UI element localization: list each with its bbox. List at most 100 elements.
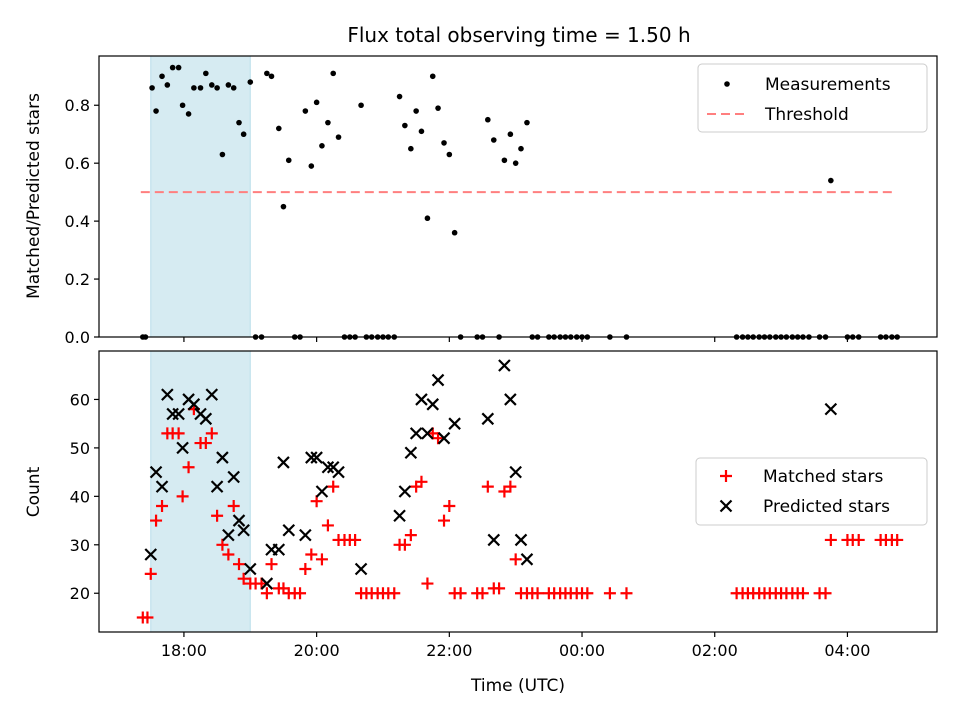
- top-panel: 0.0 0.2 0.4 0.6 0.8 Measurements Threshold: [65, 55, 938, 347]
- data-point: [161, 388, 174, 401]
- data-point: [169, 64, 176, 71]
- data-point: [149, 465, 163, 479]
- data-point: [828, 177, 834, 184]
- data-point: [332, 465, 345, 479]
- data-point: [205, 388, 219, 401]
- data-point: [429, 73, 436, 80]
- x-tick-label: 20:00: [294, 641, 340, 660]
- data-point: [504, 480, 517, 493]
- data-point: [199, 437, 212, 450]
- data-point: [398, 538, 411, 551]
- data-point: [325, 119, 331, 126]
- data-point: [176, 490, 189, 503]
- y-tick-label: 0.4: [65, 212, 90, 231]
- data-point: [260, 587, 273, 600]
- data-point: [141, 611, 154, 624]
- y-tick-label: 30: [70, 536, 90, 555]
- data-point: [313, 99, 320, 106]
- data-point: [404, 446, 418, 460]
- data-point: [308, 163, 315, 169]
- data-point: [240, 131, 247, 138]
- data-point: [509, 553, 522, 566]
- data-point: [156, 500, 169, 513]
- data-point: [203, 70, 209, 77]
- data-point: [448, 417, 461, 430]
- y-tick-label: 50: [70, 439, 90, 458]
- data-point: [388, 587, 401, 600]
- data-point: [302, 108, 309, 114]
- data-point: [396, 93, 403, 100]
- data-point: [232, 558, 245, 571]
- data-point: [149, 85, 155, 91]
- legend: Measurements Threshold: [697, 63, 928, 133]
- data-point: [330, 70, 337, 77]
- plot-frame: [98, 55, 938, 338]
- top-y-axis-label: Matched/Predicted stars: [24, 93, 44, 299]
- data-point: [222, 528, 235, 542]
- y-tick-label: 40: [70, 487, 90, 506]
- data-point: [393, 509, 406, 523]
- data-point: [531, 587, 544, 600]
- data-point: [237, 572, 250, 585]
- data-point: [620, 587, 633, 600]
- data-point: [437, 431, 451, 445]
- data-point: [796, 587, 809, 600]
- data-point: [282, 523, 296, 537]
- data-point: [481, 480, 494, 493]
- y-tick-label: 20: [70, 584, 90, 603]
- data-point: [402, 122, 408, 129]
- data-point: [164, 82, 171, 88]
- data-point: [232, 514, 246, 527]
- data-point: [498, 359, 511, 372]
- y-tick-label: 0.6: [65, 154, 90, 173]
- data-point: [285, 157, 292, 164]
- highlight-band: [150, 55, 251, 338]
- data-point: [476, 587, 489, 600]
- data-point: [426, 398, 440, 411]
- chart-title: Flux total observing time = 1.50 h: [347, 23, 690, 47]
- legend-marker-measurements: [724, 81, 730, 87]
- y-tick-label: 0.0: [65, 328, 90, 347]
- data-point: [277, 456, 290, 469]
- data-point: [153, 108, 159, 114]
- data-point: [205, 427, 218, 440]
- data-point: [276, 125, 282, 132]
- legend: Matched stars Predicted stars: [695, 457, 928, 526]
- x-tick-label: 18:00: [161, 641, 207, 660]
- data-point: [315, 553, 328, 566]
- data-point: [891, 533, 904, 546]
- data-point: [321, 460, 335, 474]
- data-point: [216, 451, 229, 464]
- plot-frame: [98, 350, 938, 633]
- bottom-y-axis-label: Count: [24, 466, 44, 517]
- data-point: [305, 548, 318, 561]
- data-point: [451, 229, 458, 236]
- data-point: [421, 577, 434, 590]
- data-point: [310, 451, 323, 464]
- data-point: [191, 85, 197, 91]
- data-point: [824, 402, 838, 416]
- bottom-panel: 20 30 40 50 60 18:00 20:00 22:00 00:00 02:00 04:00…: [70, 350, 938, 660]
- y-tick-label: 0.2: [65, 270, 90, 289]
- data-point: [431, 373, 445, 387]
- data-point: [214, 85, 220, 91]
- x-tick-label: 04:00: [824, 641, 870, 660]
- legend-box: [695, 457, 928, 526]
- legend-marker-predicted: [719, 499, 733, 513]
- x-tick-label: 22:00: [426, 641, 472, 660]
- data-point: [354, 562, 368, 576]
- data-point: [211, 509, 224, 522]
- data-point: [172, 407, 185, 421]
- data-point: [280, 203, 287, 210]
- data-point: [319, 143, 325, 149]
- y-tick-label: 60: [70, 390, 90, 409]
- data-point: [441, 140, 447, 146]
- data-point: [208, 82, 215, 88]
- data-point: [265, 558, 278, 571]
- data-point: [219, 151, 226, 158]
- data-point: [409, 427, 423, 440]
- data-point: [244, 562, 257, 576]
- x-tick-label: 00:00: [559, 641, 605, 660]
- data-point: [264, 70, 270, 77]
- data-point: [327, 480, 340, 493]
